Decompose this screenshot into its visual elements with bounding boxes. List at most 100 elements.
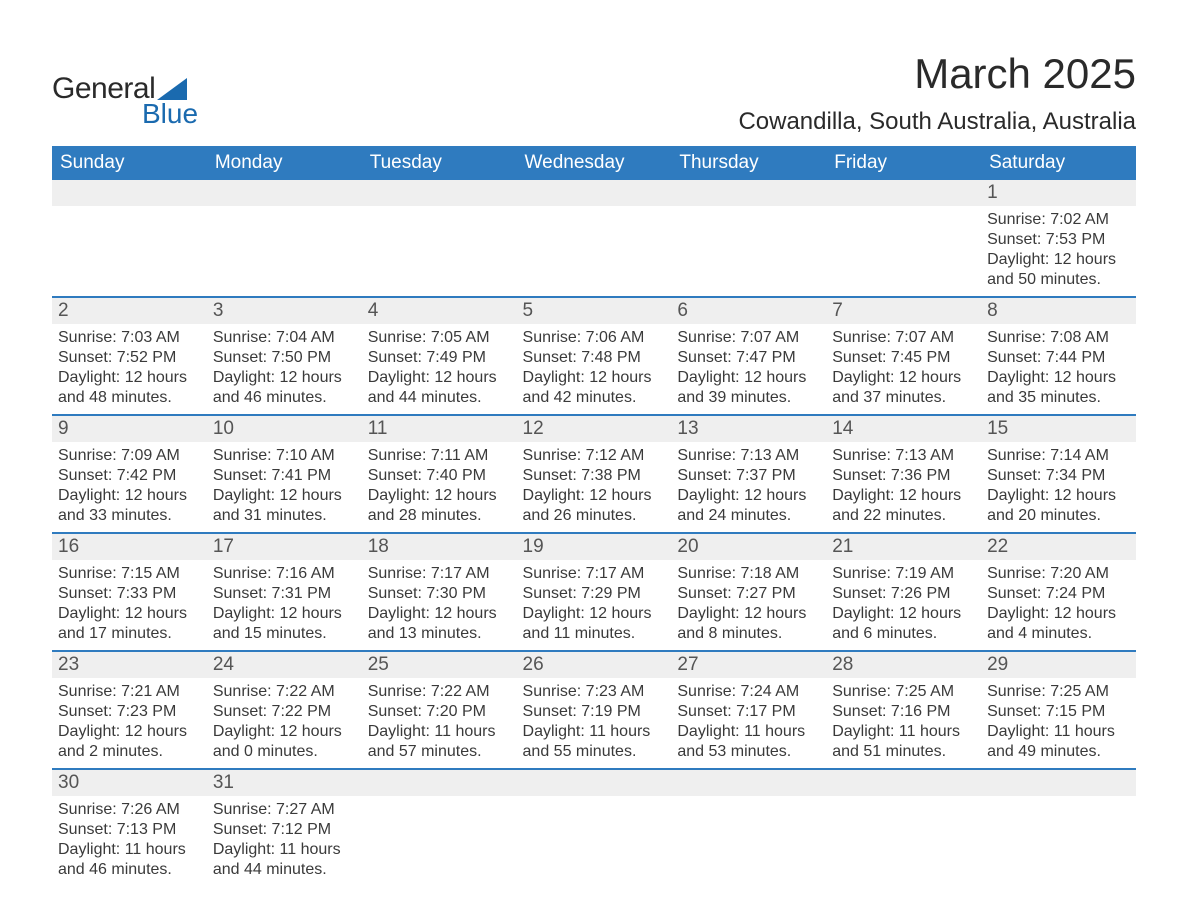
day-number-cell: 12 bbox=[517, 415, 672, 442]
day-detail-cell: Sunrise: 7:07 AMSunset: 7:45 PMDaylight:… bbox=[826, 324, 981, 415]
sunset-line: Sunset: 7:33 PM bbox=[58, 584, 201, 604]
daylight-line: Daylight: 11 hours and 44 minutes. bbox=[213, 840, 356, 880]
day-number-cell bbox=[671, 769, 826, 796]
weekday-header: Thursday bbox=[671, 146, 826, 180]
day-detail-cell: Sunrise: 7:27 AMSunset: 7:12 PMDaylight:… bbox=[207, 796, 362, 886]
sunrise-line: Sunrise: 7:07 AM bbox=[832, 328, 975, 348]
day-number-cell: 26 bbox=[517, 651, 672, 678]
weekday-header: Wednesday bbox=[517, 146, 672, 180]
day-detail-cell: Sunrise: 7:20 AMSunset: 7:24 PMDaylight:… bbox=[981, 560, 1136, 651]
day-number-cell: 22 bbox=[981, 533, 1136, 560]
day-number-cell: 11 bbox=[362, 415, 517, 442]
header: General Blue March 2025 Cowandilla, Sout… bbox=[52, 50, 1136, 136]
day-detail-cell: Sunrise: 7:17 AMSunset: 7:29 PMDaylight:… bbox=[517, 560, 672, 651]
day-detail-cell bbox=[207, 206, 362, 297]
sunrise-line: Sunrise: 7:08 AM bbox=[987, 328, 1130, 348]
day-number-cell: 31 bbox=[207, 769, 362, 796]
day-number-cell: 25 bbox=[362, 651, 517, 678]
daylight-line: Daylight: 12 hours and 4 minutes. bbox=[987, 604, 1130, 644]
daylight-line: Daylight: 12 hours and 50 minutes. bbox=[987, 250, 1130, 290]
day-number-cell: 1 bbox=[981, 180, 1136, 206]
sunrise-line: Sunrise: 7:22 AM bbox=[368, 682, 511, 702]
logo: General Blue bbox=[52, 50, 198, 128]
day-detail-cell: Sunrise: 7:10 AMSunset: 7:41 PMDaylight:… bbox=[207, 442, 362, 533]
day-number-cell bbox=[826, 769, 981, 796]
weekday-header: Sunday bbox=[52, 146, 207, 180]
daylight-line: Daylight: 12 hours and 48 minutes. bbox=[58, 368, 201, 408]
day-detail-cell: Sunrise: 7:13 AMSunset: 7:36 PMDaylight:… bbox=[826, 442, 981, 533]
day-detail-cell: Sunrise: 7:22 AMSunset: 7:22 PMDaylight:… bbox=[207, 678, 362, 769]
day-detail-cell bbox=[362, 206, 517, 297]
sunset-line: Sunset: 7:22 PM bbox=[213, 702, 356, 722]
day-detail-cell: Sunrise: 7:24 AMSunset: 7:17 PMDaylight:… bbox=[671, 678, 826, 769]
day-detail-cell: Sunrise: 7:09 AMSunset: 7:42 PMDaylight:… bbox=[52, 442, 207, 533]
daylight-line: Daylight: 12 hours and 31 minutes. bbox=[213, 486, 356, 526]
sunset-line: Sunset: 7:49 PM bbox=[368, 348, 511, 368]
daylight-line: Daylight: 11 hours and 55 minutes. bbox=[523, 722, 666, 762]
daylight-line: Daylight: 12 hours and 8 minutes. bbox=[677, 604, 820, 644]
sunset-line: Sunset: 7:20 PM bbox=[368, 702, 511, 722]
sunrise-line: Sunrise: 7:24 AM bbox=[677, 682, 820, 702]
sunset-line: Sunset: 7:15 PM bbox=[987, 702, 1130, 722]
day-detail-cell: Sunrise: 7:22 AMSunset: 7:20 PMDaylight:… bbox=[362, 678, 517, 769]
sunset-line: Sunset: 7:34 PM bbox=[987, 466, 1130, 486]
title-block: March 2025 Cowandilla, South Australia, … bbox=[738, 50, 1136, 136]
page-title: March 2025 bbox=[738, 50, 1136, 98]
day-detail-cell: Sunrise: 7:18 AMSunset: 7:27 PMDaylight:… bbox=[671, 560, 826, 651]
sunset-line: Sunset: 7:45 PM bbox=[832, 348, 975, 368]
sunrise-line: Sunrise: 7:02 AM bbox=[987, 210, 1130, 230]
day-number-cell: 10 bbox=[207, 415, 362, 442]
day-number-cell: 13 bbox=[671, 415, 826, 442]
day-number-cell: 14 bbox=[826, 415, 981, 442]
day-detail-cell: Sunrise: 7:25 AMSunset: 7:16 PMDaylight:… bbox=[826, 678, 981, 769]
day-detail-cell: Sunrise: 7:21 AMSunset: 7:23 PMDaylight:… bbox=[52, 678, 207, 769]
daylight-line: Daylight: 12 hours and 11 minutes. bbox=[523, 604, 666, 644]
day-number-cell bbox=[517, 180, 672, 206]
sunrise-line: Sunrise: 7:12 AM bbox=[523, 446, 666, 466]
day-detail-cell: Sunrise: 7:05 AMSunset: 7:49 PMDaylight:… bbox=[362, 324, 517, 415]
day-detail-cell: Sunrise: 7:04 AMSunset: 7:50 PMDaylight:… bbox=[207, 324, 362, 415]
day-detail-cell: Sunrise: 7:12 AMSunset: 7:38 PMDaylight:… bbox=[517, 442, 672, 533]
day-number-cell bbox=[362, 180, 517, 206]
logo-sail-icon bbox=[157, 78, 187, 100]
day-detail-cell: Sunrise: 7:06 AMSunset: 7:48 PMDaylight:… bbox=[517, 324, 672, 415]
sunrise-line: Sunrise: 7:25 AM bbox=[832, 682, 975, 702]
sunset-line: Sunset: 7:23 PM bbox=[58, 702, 201, 722]
sunset-line: Sunset: 7:29 PM bbox=[523, 584, 666, 604]
sunset-line: Sunset: 7:36 PM bbox=[832, 466, 975, 486]
day-detail-cell: Sunrise: 7:19 AMSunset: 7:26 PMDaylight:… bbox=[826, 560, 981, 651]
day-number-cell: 2 bbox=[52, 297, 207, 324]
daylight-line: Daylight: 11 hours and 49 minutes. bbox=[987, 722, 1130, 762]
day-number-cell bbox=[981, 769, 1136, 796]
daylight-line: Daylight: 12 hours and 37 minutes. bbox=[832, 368, 975, 408]
daylight-line: Daylight: 12 hours and 20 minutes. bbox=[987, 486, 1130, 526]
day-detail-cell: Sunrise: 7:17 AMSunset: 7:30 PMDaylight:… bbox=[362, 560, 517, 651]
sunrise-line: Sunrise: 7:06 AM bbox=[523, 328, 666, 348]
day-number-cell: 15 bbox=[981, 415, 1136, 442]
sunrise-line: Sunrise: 7:07 AM bbox=[677, 328, 820, 348]
sunset-line: Sunset: 7:26 PM bbox=[832, 584, 975, 604]
sunset-line: Sunset: 7:48 PM bbox=[523, 348, 666, 368]
daylight-line: Daylight: 12 hours and 24 minutes. bbox=[677, 486, 820, 526]
daylight-line: Daylight: 12 hours and 22 minutes. bbox=[832, 486, 975, 526]
sunrise-line: Sunrise: 7:13 AM bbox=[832, 446, 975, 466]
day-number-cell: 3 bbox=[207, 297, 362, 324]
daylight-line: Daylight: 11 hours and 51 minutes. bbox=[832, 722, 975, 762]
day-detail-cell: Sunrise: 7:08 AMSunset: 7:44 PMDaylight:… bbox=[981, 324, 1136, 415]
day-number-cell: 28 bbox=[826, 651, 981, 678]
day-detail-cell: Sunrise: 7:07 AMSunset: 7:47 PMDaylight:… bbox=[671, 324, 826, 415]
sunrise-line: Sunrise: 7:19 AM bbox=[832, 564, 975, 584]
daylight-line: Daylight: 12 hours and 44 minutes. bbox=[368, 368, 511, 408]
day-number-cell bbox=[207, 180, 362, 206]
day-number-cell: 17 bbox=[207, 533, 362, 560]
daylight-line: Daylight: 11 hours and 46 minutes. bbox=[58, 840, 201, 880]
daylight-line: Daylight: 12 hours and 35 minutes. bbox=[987, 368, 1130, 408]
sunset-line: Sunset: 7:27 PM bbox=[677, 584, 820, 604]
sunrise-line: Sunrise: 7:20 AM bbox=[987, 564, 1130, 584]
day-detail-cell bbox=[52, 206, 207, 297]
weekday-header: Tuesday bbox=[362, 146, 517, 180]
day-detail-cell: Sunrise: 7:03 AMSunset: 7:52 PMDaylight:… bbox=[52, 324, 207, 415]
day-number-cell: 7 bbox=[826, 297, 981, 324]
day-detail-cell: Sunrise: 7:02 AMSunset: 7:53 PMDaylight:… bbox=[981, 206, 1136, 297]
day-number-cell bbox=[52, 180, 207, 206]
